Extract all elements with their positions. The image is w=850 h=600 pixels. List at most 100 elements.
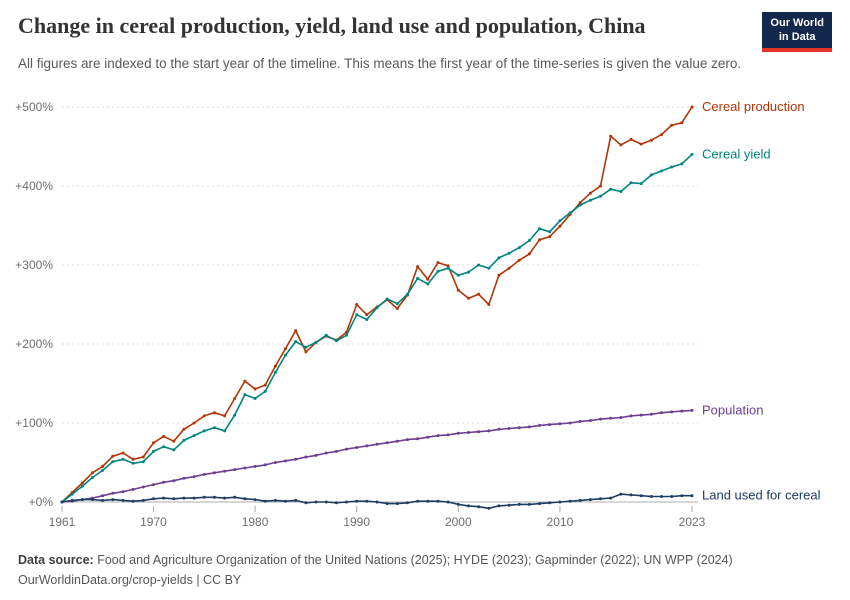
series-point-population: [487, 429, 491, 433]
series-point-cereal-yield: [162, 445, 166, 449]
series-point-land-used-for-cereal: [406, 501, 409, 505]
series-point-cereal-yield: [477, 263, 481, 267]
series-point-cereal-production: [578, 201, 582, 205]
series-label-cereal-production[interactable]: Cereal production: [702, 99, 805, 114]
license-line: OurWorldinData.org/crop-yields | CC BY: [18, 570, 832, 590]
series-point-cereal-production: [416, 265, 420, 269]
x-axis-label: 2010: [547, 515, 574, 529]
series-point-population: [172, 479, 176, 483]
series-point-cereal-yield: [273, 370, 277, 374]
series-label-population[interactable]: Population: [702, 402, 763, 417]
series-point-cereal-yield: [172, 448, 176, 452]
series-line-cereal-production[interactable]: [61, 106, 693, 503]
series-point-cereal-yield: [680, 162, 684, 166]
y-axis-label: +500%: [15, 100, 53, 114]
series-point-population: [680, 409, 684, 413]
series-point-cereal-yield: [578, 203, 582, 207]
series-point-population: [131, 487, 135, 491]
series-point-land-used-for-cereal: [456, 502, 460, 506]
series-point-cereal-yield: [670, 165, 674, 169]
series-point-land-used-for-cereal: [588, 498, 592, 502]
series-point-population: [456, 431, 460, 435]
x-axis-label: 1961: [49, 515, 76, 529]
series-point-land-used-for-cereal: [334, 501, 338, 505]
series-line-population[interactable]: [61, 409, 693, 503]
series-point-cereal-yield: [649, 173, 653, 177]
series-point-population: [548, 423, 552, 427]
y-axis-label: +0%: [29, 495, 54, 509]
series-point-cereal-yield: [568, 211, 572, 215]
series-point-land-used-for-cereal: [314, 500, 318, 504]
series-point-land-used-for-cereal: [426, 499, 430, 503]
series-point-population: [101, 494, 105, 498]
series-point-cereal-production: [253, 387, 257, 391]
series-point-population: [284, 459, 287, 463]
series-point-land-used-for-cereal: [111, 498, 115, 502]
series-point-land-used-for-cereal: [294, 498, 298, 502]
series-point-cereal-production: [141, 455, 145, 459]
series-point-cereal-yield: [558, 219, 562, 223]
owid-logo[interactable]: Our World in Data: [762, 12, 832, 52]
series-line-cereal-yield[interactable]: [61, 153, 693, 503]
series-point-cereal-production: [395, 307, 399, 310]
series-point-land-used-for-cereal: [680, 494, 684, 498]
series-label-land-used-for-cereal[interactable]: Land used for cereal: [702, 488, 821, 503]
series-point-cereal-yield: [233, 413, 237, 417]
footer-url[interactable]: OurWorldinData.org/crop-yields: [18, 573, 193, 587]
series-point-cereal-yield: [294, 340, 298, 344]
series-label-cereal-yield[interactable]: Cereal yield: [702, 146, 771, 161]
series-point-land-used-for-cereal: [60, 500, 64, 504]
series-point-cereal-yield: [345, 333, 348, 337]
series-point-land-used-for-cereal: [670, 495, 674, 498]
chart-title: Change in cereal production, yield, land…: [18, 13, 646, 38]
series-point-land-used-for-cereal: [660, 495, 663, 498]
series-point-land-used-for-cereal: [162, 496, 166, 500]
series-point-population: [162, 480, 166, 484]
series-point-cereal-yield: [416, 276, 420, 280]
series-point-cereal-production: [192, 421, 196, 425]
series-point-land-used-for-cereal: [690, 494, 694, 498]
series-point-cereal-yield: [507, 251, 511, 255]
series-point-population: [375, 442, 379, 446]
series-point-population: [314, 453, 318, 457]
series-point-cereal-yield: [406, 292, 409, 296]
series-point-cereal-yield: [629, 181, 633, 185]
x-axis-label: 1980: [242, 515, 269, 529]
series-point-population: [690, 408, 694, 412]
series-point-cereal-production: [527, 252, 531, 256]
series-point-population: [477, 430, 481, 434]
series-point-cereal-yield: [304, 345, 308, 349]
series-point-land-used-for-cereal: [253, 498, 257, 502]
series-point-cereal-yield: [639, 182, 643, 186]
series-point-cereal-yield: [182, 438, 186, 442]
series-point-cereal-production: [182, 427, 186, 431]
series-point-land-used-for-cereal: [80, 498, 84, 502]
series-point-population: [345, 447, 348, 451]
series-point-cereal-yield: [467, 270, 470, 274]
series-point-land-used-for-cereal: [223, 496, 227, 500]
series-point-population: [426, 435, 430, 439]
series-point-land-used-for-cereal: [395, 502, 399, 506]
series-point-cereal-production: [294, 329, 298, 333]
series-point-land-used-for-cereal: [263, 499, 267, 503]
series-point-land-used-for-cereal: [578, 498, 582, 502]
y-axis-label: +200%: [15, 337, 53, 351]
series-point-cereal-yield: [588, 198, 592, 202]
series-point-land-used-for-cereal: [649, 495, 653, 498]
series-point-population: [467, 431, 470, 434]
series-point-land-used-for-cereal: [497, 504, 501, 508]
series-point-population: [385, 441, 389, 445]
series-point-population: [111, 491, 115, 495]
series-point-population: [527, 425, 531, 429]
series-point-land-used-for-cereal: [629, 493, 633, 497]
series-point-cereal-production: [426, 277, 430, 281]
y-axis-label: +400%: [15, 179, 53, 193]
series-point-cereal-yield: [426, 282, 430, 286]
series-point-land-used-for-cereal: [141, 498, 145, 502]
data-source-label: Data source:: [18, 553, 94, 567]
series-point-land-used-for-cereal: [609, 496, 613, 500]
series-point-land-used-for-cereal: [304, 501, 308, 505]
series-point-cereal-yield: [263, 389, 267, 393]
series-point-land-used-for-cereal: [91, 498, 94, 502]
series-point-land-used-for-cereal: [172, 497, 176, 501]
